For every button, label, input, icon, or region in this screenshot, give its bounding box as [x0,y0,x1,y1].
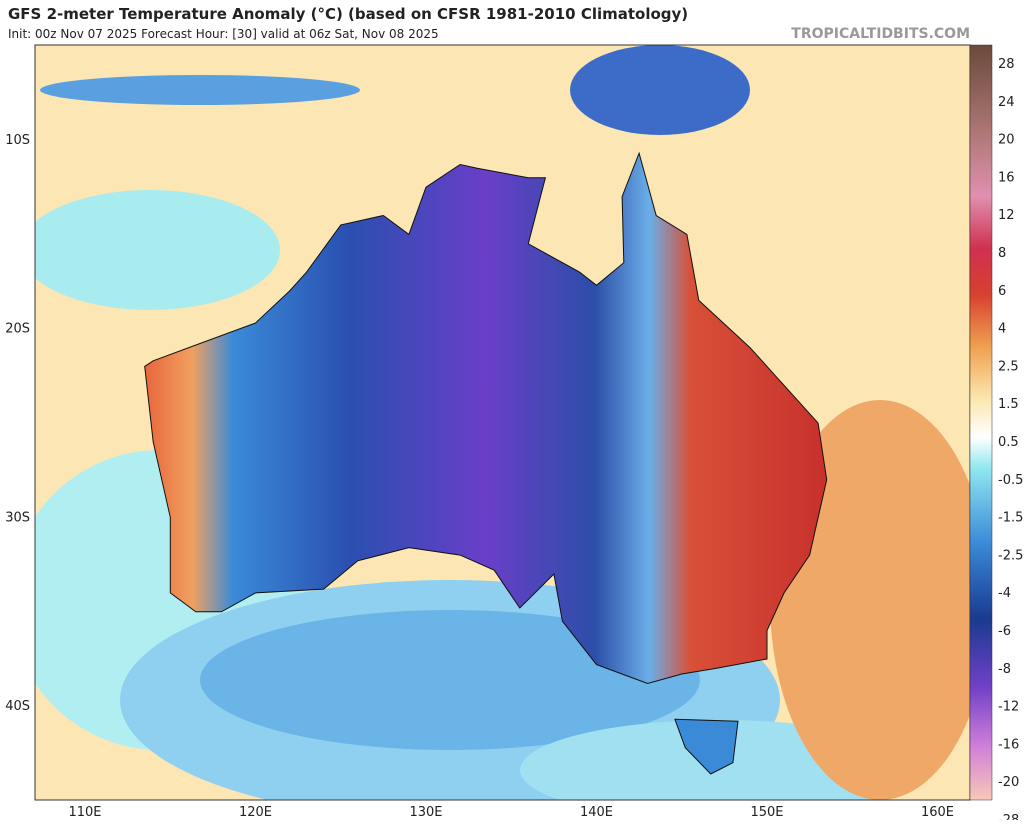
colorbar-label: -0.5 [998,473,1023,488]
lon-label: 110E [68,805,101,820]
anomaly-area [35,190,280,310]
colorbar-label: 6 [998,284,1006,299]
tasmania [674,718,739,775]
colorbar-label: -6 [998,624,1011,639]
colorbar-label: -16 [998,737,1019,752]
colorbar-label: 8 [998,246,1006,261]
lat-label: 30S [5,510,30,525]
colorbar-label: 2.5 [998,359,1019,374]
lon-label: 150E [750,805,783,820]
colorbar-label: 4 [998,322,1006,337]
lat-label: 20S [5,322,30,337]
anomaly-area [570,45,750,135]
colorbar-label: 16 [998,170,1015,185]
colorbar-label: -2.5 [998,548,1023,563]
colorbar-label: 12 [998,208,1015,223]
lon-label: 160E [921,805,954,820]
colorbar-label: 1.5 [998,397,1019,412]
anomaly-area [40,75,360,105]
lon-label: 140E [580,805,613,820]
colorbar-label: 20 [998,133,1015,148]
colorbar-label: 24 [998,95,1015,110]
lon-label: 130E [409,805,442,820]
colorbar [969,44,993,801]
colorbar-label: -28 [998,813,1019,820]
title: GFS 2-meter Temperature Anomaly (°C) (ba… [8,5,688,23]
lat-label: 10S [5,133,30,148]
anomaly-area [200,610,700,750]
australia [144,151,828,685]
lon-label: 120E [239,805,272,820]
colorbar-label: 0.5 [998,435,1019,450]
colorbar-label: 28 [998,57,1015,72]
colorbar-label: -1.5 [998,511,1023,526]
colorbar-label: -4 [998,586,1011,601]
watermark: TROPICALTIDBITS.COM [791,26,970,42]
colorbar-label: -12 [998,700,1019,715]
subtitle: Init: 00z Nov 07 2025 Forecast Hour: [30… [8,27,439,41]
colorbar-label: -8 [998,662,1011,677]
colorbar-label: -20 [998,775,1019,790]
lat-label: 40S [5,699,30,714]
map [35,45,970,800]
